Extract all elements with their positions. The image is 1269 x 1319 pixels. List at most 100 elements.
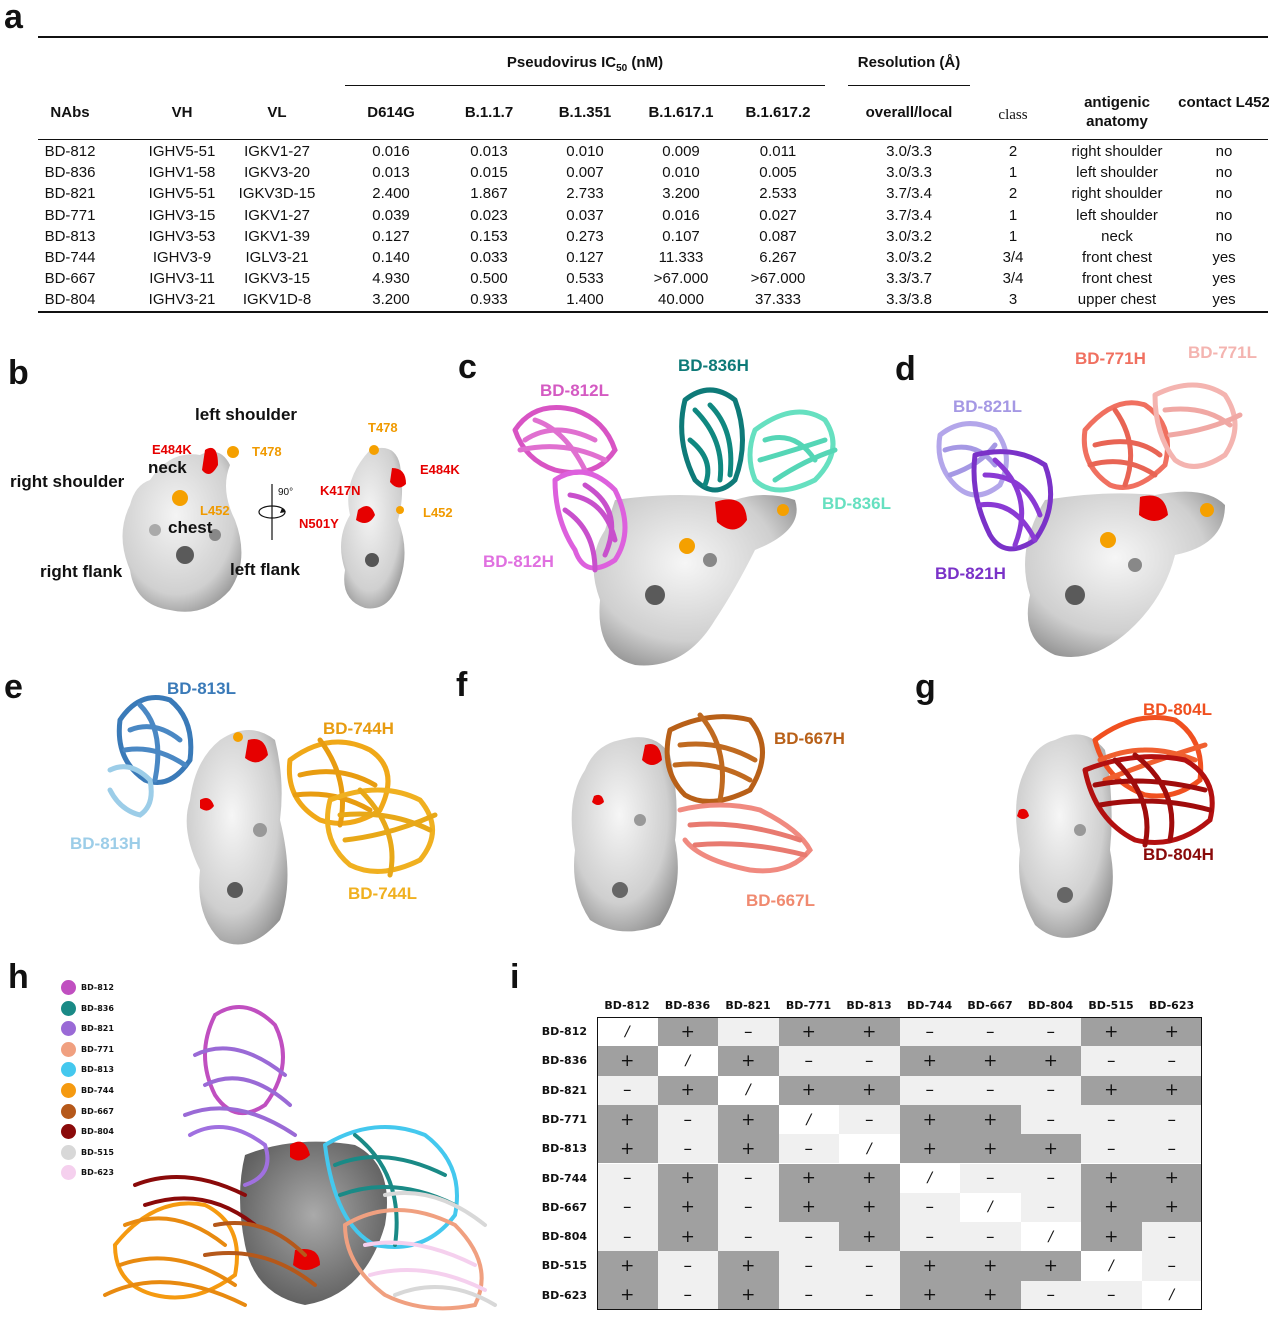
matrix-column-label: BD-813 bbox=[846, 999, 892, 1012]
table-cell: 3.7/3.4 bbox=[886, 185, 932, 203]
table-cell: 0.087 bbox=[759, 227, 797, 245]
label-bd-771l: BD-771L bbox=[1188, 343, 1257, 362]
column-header: VL bbox=[267, 104, 287, 121]
matrix-cell: + bbox=[960, 1280, 1021, 1310]
panel-label-h: h bbox=[8, 958, 29, 996]
legend-swatch bbox=[61, 1041, 76, 1057]
table-cell: 4.930 bbox=[372, 270, 410, 288]
label-bd-821h: BD-821H bbox=[935, 564, 1006, 583]
table-cell: IGKV1-27 bbox=[244, 143, 310, 160]
label-bd-744l: BD-744L bbox=[348, 884, 417, 903]
rotation-angle: 90° bbox=[278, 487, 294, 498]
matrix-cell: – bbox=[657, 1104, 718, 1135]
table-cell: 1 bbox=[1008, 164, 1018, 182]
matrix-cell: + bbox=[960, 1104, 1021, 1135]
matrix-cell: – bbox=[1081, 1134, 1142, 1164]
matrix-cell: – bbox=[778, 1280, 839, 1310]
matrix-cell: + bbox=[778, 1192, 839, 1223]
table-cell: no bbox=[1215, 143, 1233, 160]
matrix-cell: – bbox=[778, 1222, 839, 1252]
matrix-cell: – bbox=[899, 1222, 960, 1252]
matrix-column-label: BD-771 bbox=[785, 999, 832, 1012]
matrix-cell: – bbox=[899, 1192, 960, 1223]
matrix-cell: / bbox=[657, 1046, 718, 1076]
label-l452: L452 bbox=[200, 503, 230, 518]
table-cell: 2 bbox=[1008, 143, 1018, 160]
legend-swatch bbox=[61, 1083, 76, 1098]
matrix-cell: – bbox=[718, 1163, 779, 1193]
matrix-cell: – bbox=[899, 1075, 960, 1105]
table-cell: 11.333 bbox=[658, 249, 704, 266]
matrix-row-label: BD-821 bbox=[541, 1083, 587, 1097]
table-cell: 0.500 bbox=[470, 270, 508, 288]
table-cell: left shoulder bbox=[1076, 206, 1158, 224]
matrix-cell: – bbox=[1020, 1280, 1081, 1310]
matrix-cell: – bbox=[1020, 1163, 1081, 1193]
matrix-cell: + bbox=[718, 1280, 779, 1310]
panel-label-e: e bbox=[4, 668, 23, 706]
legend-label: BD-771 bbox=[81, 1044, 114, 1054]
table-cell: 3/4 bbox=[1002, 270, 1024, 288]
panel-h-superposition bbox=[103, 1005, 497, 1311]
matrix-cell: / bbox=[597, 1017, 658, 1047]
matrix-cell: / bbox=[899, 1163, 960, 1193]
table-header-rule bbox=[38, 139, 1268, 140]
table-cell: IGKV1-27 bbox=[244, 206, 310, 224]
legend-swatch bbox=[61, 1165, 76, 1181]
resolution-group-header: Resolution (Å) bbox=[857, 54, 961, 71]
table-cell: 2 bbox=[1008, 185, 1018, 203]
legend-swatch bbox=[61, 1103, 76, 1119]
matrix-cell: – bbox=[778, 1134, 839, 1164]
matrix-cell: + bbox=[597, 1046, 658, 1076]
table-cell: BD-813 bbox=[44, 227, 96, 245]
matrix-cell: + bbox=[1141, 1163, 1202, 1193]
matrix-row-label: BD-771 bbox=[541, 1112, 587, 1126]
table-cell: 0.127 bbox=[372, 227, 410, 245]
panel-label-b: b bbox=[8, 354, 29, 392]
table-cell: 0.153 bbox=[470, 227, 508, 245]
table-cell: IGKV3D-15 bbox=[238, 185, 316, 203]
table-cell: 3.0/3.2 bbox=[886, 249, 932, 266]
matrix-cell: – bbox=[1141, 1251, 1202, 1281]
legend-swatch bbox=[61, 1062, 76, 1078]
label-e484k: E484K bbox=[152, 442, 192, 457]
table-cell: 0.013 bbox=[470, 143, 508, 160]
matrix-cell: – bbox=[1141, 1222, 1202, 1252]
matrix-row-label: BD-812 bbox=[541, 1025, 587, 1038]
matrix-cell: – bbox=[1020, 1017, 1081, 1047]
label-bd-667l: BD-667L bbox=[746, 891, 815, 910]
table-cell: IGKV3-15 bbox=[244, 270, 310, 288]
table-cell: 2.533 bbox=[759, 185, 797, 203]
matrix-cell: + bbox=[718, 1104, 779, 1135]
ic50-group-header: Pseudovirus IC50 (nM) bbox=[506, 54, 664, 74]
legend-label: BD-804 bbox=[81, 1127, 114, 1137]
matrix-cell: + bbox=[657, 1075, 718, 1105]
matrix-row-label: BD-667 bbox=[541, 1200, 587, 1214]
matrix-row-label: BD-804 bbox=[541, 1230, 587, 1244]
matrix-cell: + bbox=[597, 1104, 658, 1135]
rotation-icon bbox=[258, 484, 286, 540]
label-l452-side: L452 bbox=[423, 505, 453, 520]
label-right-flank: right flank bbox=[40, 562, 123, 581]
matrix-cell: + bbox=[1141, 1192, 1202, 1223]
label-t478-side: T478 bbox=[368, 420, 398, 435]
label-e484k-side: E484K bbox=[420, 462, 460, 477]
legend-swatch bbox=[61, 1144, 76, 1160]
label-left-flank: left flank bbox=[230, 560, 300, 579]
matrix-cell: + bbox=[1081, 1017, 1142, 1047]
table-cell: >67.000 bbox=[653, 270, 709, 288]
matrix-column-label: BD-812 bbox=[604, 999, 650, 1012]
matrix-cell: / bbox=[1141, 1280, 1202, 1310]
matrix-cell: + bbox=[1081, 1192, 1142, 1223]
matrix-cell: + bbox=[718, 1251, 779, 1281]
label-bd-813l: BD-813L bbox=[167, 679, 236, 698]
matrix-cell: – bbox=[839, 1046, 900, 1076]
label-bd-744h: BD-744H bbox=[323, 719, 394, 738]
matrix-cell: – bbox=[839, 1280, 900, 1310]
legend-swatch bbox=[61, 1021, 76, 1037]
matrix-cell: – bbox=[718, 1017, 779, 1047]
table-cell: 0.011 bbox=[759, 143, 797, 160]
matrix-cell: + bbox=[597, 1251, 658, 1281]
table-cell: 1 bbox=[1008, 227, 1018, 245]
matrix-cell: – bbox=[839, 1104, 900, 1135]
